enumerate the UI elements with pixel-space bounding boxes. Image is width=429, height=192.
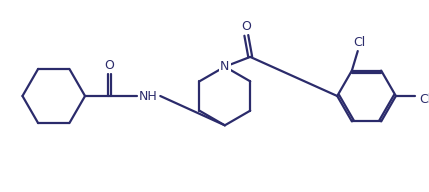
Text: O: O — [105, 59, 115, 72]
Text: O: O — [242, 20, 251, 33]
Text: Cl: Cl — [419, 94, 429, 106]
Text: NH: NH — [139, 89, 158, 103]
Text: Cl: Cl — [353, 36, 366, 49]
Text: N: N — [220, 60, 230, 73]
